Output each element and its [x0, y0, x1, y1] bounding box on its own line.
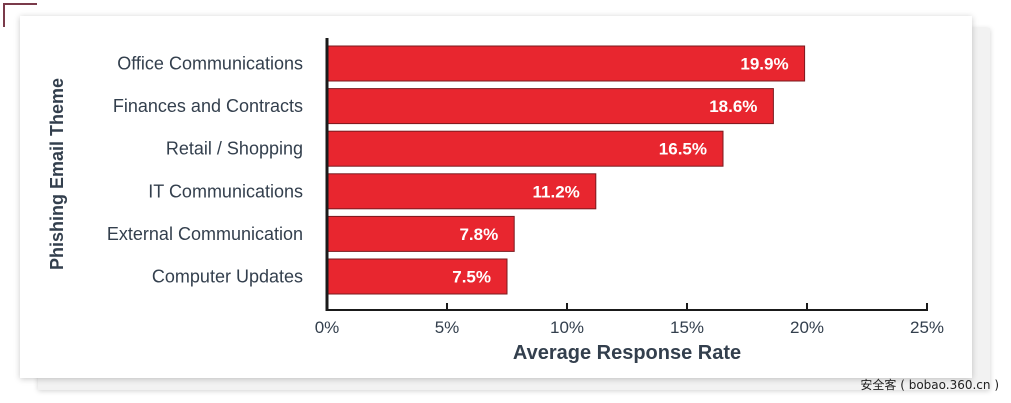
- bar-value-label: 11.2%: [533, 182, 580, 201]
- category-label: Computer Updates: [152, 267, 303, 287]
- bar: [326, 258, 508, 295]
- bar: [326, 88, 774, 125]
- y-axis-title: Phishing Email Theme: [47, 78, 67, 270]
- bar-value-label: 7.5%: [452, 268, 491, 287]
- x-tick-label: 5%: [435, 318, 460, 337]
- x-axis-title: Average Response Rate: [513, 342, 741, 364]
- bar-value-label: 16.5%: [659, 140, 707, 159]
- bar-chart: 19.9% Office Communications 18.6% Finances …: [47, 38, 944, 364]
- category-label: Office Communications: [117, 54, 303, 74]
- x-tick-label: 25%: [910, 318, 944, 337]
- chart-card: 19.9% Office Communications 18.6% Finances …: [20, 16, 972, 378]
- x-tick-label: 10%: [550, 318, 584, 337]
- bar: [326, 215, 515, 252]
- bar: [326, 130, 724, 167]
- bar-value-label: 7.8%: [459, 225, 498, 244]
- x-tick-label: 0%: [315, 318, 340, 337]
- bar-value-label: 18.6%: [709, 97, 757, 116]
- x-tick-label: 20%: [790, 318, 824, 337]
- bar-value-label: 19.9%: [740, 55, 788, 74]
- bar: [326, 45, 806, 82]
- category-label: Finances and Contracts: [113, 96, 303, 116]
- category-label: External Communication: [107, 224, 303, 244]
- category-label: Retail / Shopping: [166, 139, 303, 159]
- category-label: IT Communications: [148, 181, 303, 201]
- watermark: 安全客 ( bobao.360.cn ): [860, 378, 999, 392]
- x-tick-label: 15%: [670, 318, 704, 337]
- corner-mark: [3, 3, 37, 27]
